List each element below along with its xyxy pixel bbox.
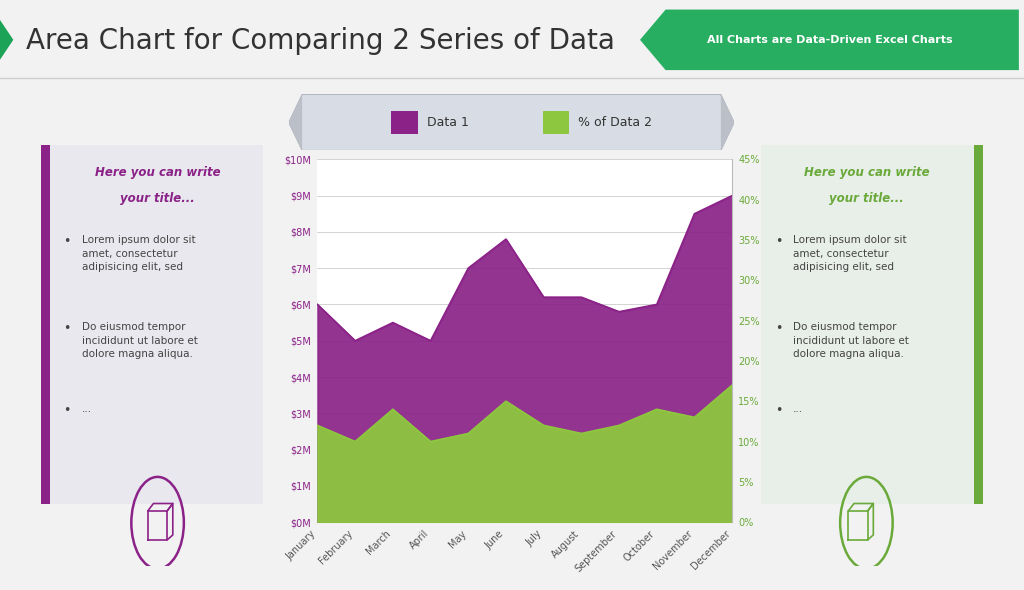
Bar [974,146,983,503]
Text: •: • [63,235,71,248]
Text: Area Chart for Comparing 2 Series of Data: Area Chart for Comparing 2 Series of Dat… [26,27,614,55]
Polygon shape [289,94,302,150]
Text: Data 1: Data 1 [427,116,469,129]
Text: •: • [775,322,782,335]
Text: Lorem ipsum dolor sit
amet, consectetur
adipisicing elit, sed: Lorem ipsum dolor sit amet, consectetur … [82,235,196,272]
Polygon shape [640,9,1019,70]
Text: All Charts are Data-Driven Excel Charts: All Charts are Data-Driven Excel Charts [707,35,952,45]
Polygon shape [0,20,13,60]
FancyBboxPatch shape [41,146,263,503]
Text: •: • [775,404,782,417]
Text: Here you can write: Here you can write [804,166,929,179]
Text: ...: ... [82,404,92,414]
Text: your title...: your title... [120,192,195,205]
Text: % of Data 2: % of Data 2 [579,116,652,129]
Polygon shape [289,94,734,150]
Text: Do eiusmod tempor
incididunt ut labore et
dolore magna aliqua.: Do eiusmod tempor incididunt ut labore e… [794,322,909,359]
Text: •: • [63,322,71,335]
Bar [543,112,569,134]
Text: •: • [63,404,71,417]
Text: Do eiusmod tempor
incididunt ut labore et
dolore magna aliqua.: Do eiusmod tempor incididunt ut labore e… [82,322,198,359]
Text: Lorem ipsum dolor sit
amet, consectetur
adipisicing elit, sed: Lorem ipsum dolor sit amet, consectetur … [794,235,907,272]
Text: ...: ... [794,404,803,414]
Text: •: • [775,235,782,248]
Bar [391,112,418,134]
Text: your title...: your title... [829,192,904,205]
FancyBboxPatch shape [761,146,983,503]
Bar [41,146,50,503]
Polygon shape [721,94,734,150]
Text: Here you can write: Here you can write [95,166,220,179]
